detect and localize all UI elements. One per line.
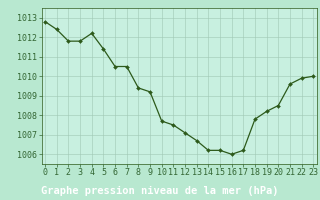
Text: Graphe pression niveau de la mer (hPa): Graphe pression niveau de la mer (hPa) bbox=[41, 186, 279, 196]
